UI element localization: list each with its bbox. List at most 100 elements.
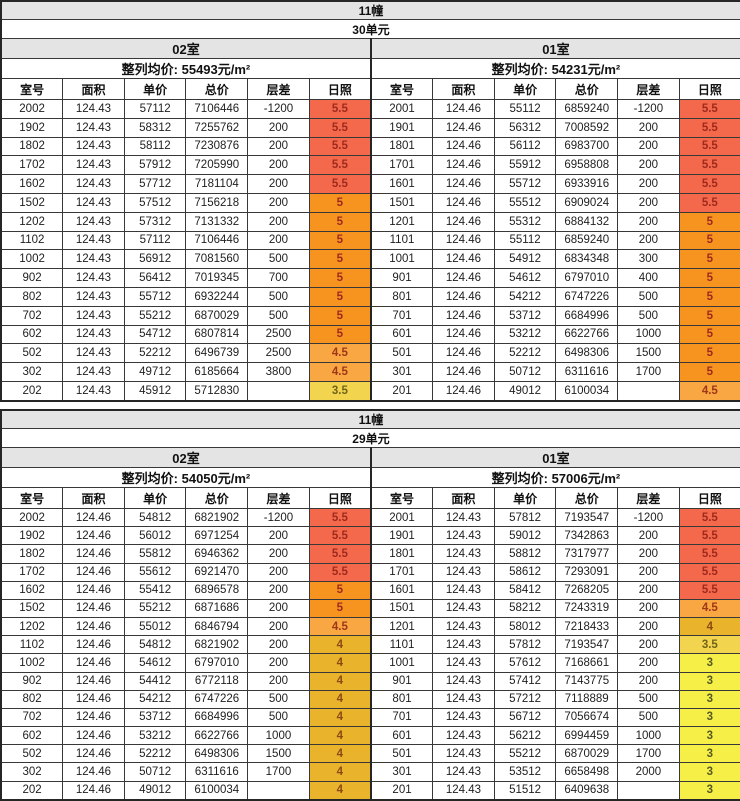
- cell-total-price: 6797010: [185, 653, 249, 673]
- cell-floor-diff: 200: [617, 671, 680, 691]
- cell-unit-price: 54612: [123, 653, 187, 673]
- cell-room-no: 1001: [369, 249, 434, 270]
- building-title-row: 11幢: [0, 409, 740, 429]
- cell-room-no: 301: [369, 762, 434, 782]
- cell-unit-price: 52212: [493, 343, 557, 364]
- table-row: 1002 124.43 56912 7081560 500 5 1001 124.46 5491…: [0, 249, 740, 270]
- cell-floor-diff: 200: [247, 580, 310, 600]
- cell-sunshine: 5.5: [308, 544, 372, 564]
- cell-room-no: 1202: [0, 617, 64, 637]
- cell-floor-diff: 200: [617, 617, 680, 637]
- column-header: 单价: [493, 487, 557, 509]
- cell-total-price: 6932244: [185, 286, 249, 307]
- cell-sunshine: 5: [308, 580, 372, 600]
- cell-area: 124.46: [432, 380, 495, 402]
- cell-area: 124.46: [432, 211, 495, 232]
- cell-unit-price: 45912: [123, 380, 187, 402]
- cell-total-price: 6821902: [185, 507, 249, 528]
- cell-floor-diff: 200: [247, 617, 310, 637]
- cell-unit-price: 56312: [493, 117, 557, 138]
- cell-sunshine: 5.5: [678, 562, 740, 582]
- cell-total-price: 6622766: [185, 726, 249, 746]
- cell-unit-price: 57812: [493, 507, 557, 528]
- cell-unit-price: 55512: [493, 192, 557, 213]
- cell-total-price: 7106446: [185, 99, 249, 119]
- table-row: 202 124.46 49012 6100034 4 201 124.43 51512 6409…: [0, 780, 740, 801]
- cell-total-price: 6658498: [555, 762, 619, 782]
- cell-unit-price: 55612: [123, 562, 187, 582]
- table-row: 902 124.43 56412 7019345 700 5 901 124.46 54612 6…: [0, 268, 740, 288]
- cell-total-price: 6100034: [555, 380, 619, 402]
- table-row: 1002 124.46 54612 6797010 200 4 1001 124.43 5761…: [0, 653, 740, 673]
- cell-floor-diff: -1200: [247, 507, 310, 528]
- cell-sunshine: 5: [308, 598, 372, 619]
- table-gap: [0, 402, 740, 409]
- cell-area: 124.43: [432, 780, 495, 801]
- cell-sunshine: 5.5: [678, 580, 740, 600]
- cell-floor-diff: 200: [617, 192, 680, 213]
- cell-room-no: 602: [0, 324, 64, 345]
- cell-total-price: 7230876: [185, 136, 249, 157]
- column-header: 总价: [555, 487, 619, 509]
- table-row: 1602 124.43 57712 7181104 200 5.5 1601 124.46 55…: [0, 174, 740, 194]
- table-row: 1102 124.46 54812 6821902 200 4 1101 124.43 5781…: [0, 635, 740, 655]
- cell-room-no: 902: [0, 268, 64, 288]
- column-header-row: 室号 面积 单价 总价 层差 日照 室号 面积 单价 总价 层差 日照: [0, 78, 740, 100]
- cell-area: 124.43: [62, 174, 125, 194]
- cell-unit-price: 53212: [493, 324, 557, 345]
- building-title: 11幢: [0, 409, 740, 429]
- cell-total-price: 7081560: [185, 249, 249, 270]
- cell-unit-price: 53212: [123, 726, 187, 746]
- table-row: 1202 124.43 57312 7131332 200 5 1201 124.46 5531…: [0, 211, 740, 232]
- cell-unit-price: 58212: [493, 598, 557, 619]
- cell-sunshine: 4: [308, 635, 372, 655]
- table-row: 302 124.46 50712 6311616 1700 4 301 124.43 53512…: [0, 762, 740, 782]
- column-header: 日照: [678, 487, 740, 509]
- cell-total-price: 6983700: [555, 136, 619, 157]
- cell-floor-diff: 200: [247, 155, 310, 176]
- cell-total-price: 6747226: [185, 689, 249, 709]
- cell-floor-diff: 200: [617, 580, 680, 600]
- cell-total-price: 7118889: [555, 689, 619, 709]
- cell-room-no: 1702: [0, 155, 64, 176]
- cell-total-price: 6994459: [555, 726, 619, 746]
- cell-area: 124.46: [62, 671, 125, 691]
- cell-total-price: 6747226: [555, 286, 619, 307]
- cell-room-no: 1101: [369, 635, 434, 655]
- cell-sunshine: 4: [308, 744, 372, 764]
- cell-unit-price: 54912: [493, 249, 557, 270]
- cell-room-no: 1802: [0, 544, 64, 564]
- cell-unit-price: 58112: [123, 136, 187, 157]
- cell-unit-price: 50712: [493, 362, 557, 382]
- cell-room-no: 1501: [369, 598, 434, 619]
- cell-floor-diff: 200: [247, 671, 310, 691]
- cell-unit-price: 55412: [123, 580, 187, 600]
- table-row: 2002 124.43 57112 7106446 -1200 5.5 2001 124.46…: [0, 99, 740, 119]
- cell-sunshine: 5.5: [308, 136, 372, 157]
- cell-floor-diff: [617, 780, 680, 801]
- cell-sunshine: 4.5: [678, 380, 740, 402]
- cell-room-no: 1901: [369, 117, 434, 138]
- cell-total-price: 7143775: [555, 671, 619, 691]
- cell-sunshine: 5: [678, 211, 740, 232]
- room-header: 02室: [0, 447, 372, 468]
- cell-total-price: 6185664: [185, 362, 249, 382]
- cell-total-price: 7193547: [555, 507, 619, 528]
- cell-sunshine: 5.5: [308, 562, 372, 582]
- column-header: 层差: [617, 78, 680, 100]
- cell-floor-diff: 200: [617, 155, 680, 176]
- cell-area: 124.46: [62, 562, 125, 582]
- cell-unit-price: 52212: [123, 343, 187, 364]
- cell-room-no: 1902: [0, 117, 64, 138]
- cell-total-price: 6684996: [185, 707, 249, 728]
- table-row: 202 124.43 45912 5712830 3.5 201 124.46 49012 61…: [0, 380, 740, 402]
- cell-unit-price: 57812: [493, 635, 557, 655]
- cell-floor-diff: 200: [617, 136, 680, 157]
- cell-area: 124.46: [432, 324, 495, 345]
- cell-area: 124.43: [432, 726, 495, 746]
- cell-room-no: 601: [369, 726, 434, 746]
- table-row: 1902 124.43 58312 7255762 200 5.5 1901 124.46 56…: [0, 117, 740, 138]
- column-header: 面积: [62, 487, 125, 509]
- cell-unit-price: 55012: [123, 617, 187, 637]
